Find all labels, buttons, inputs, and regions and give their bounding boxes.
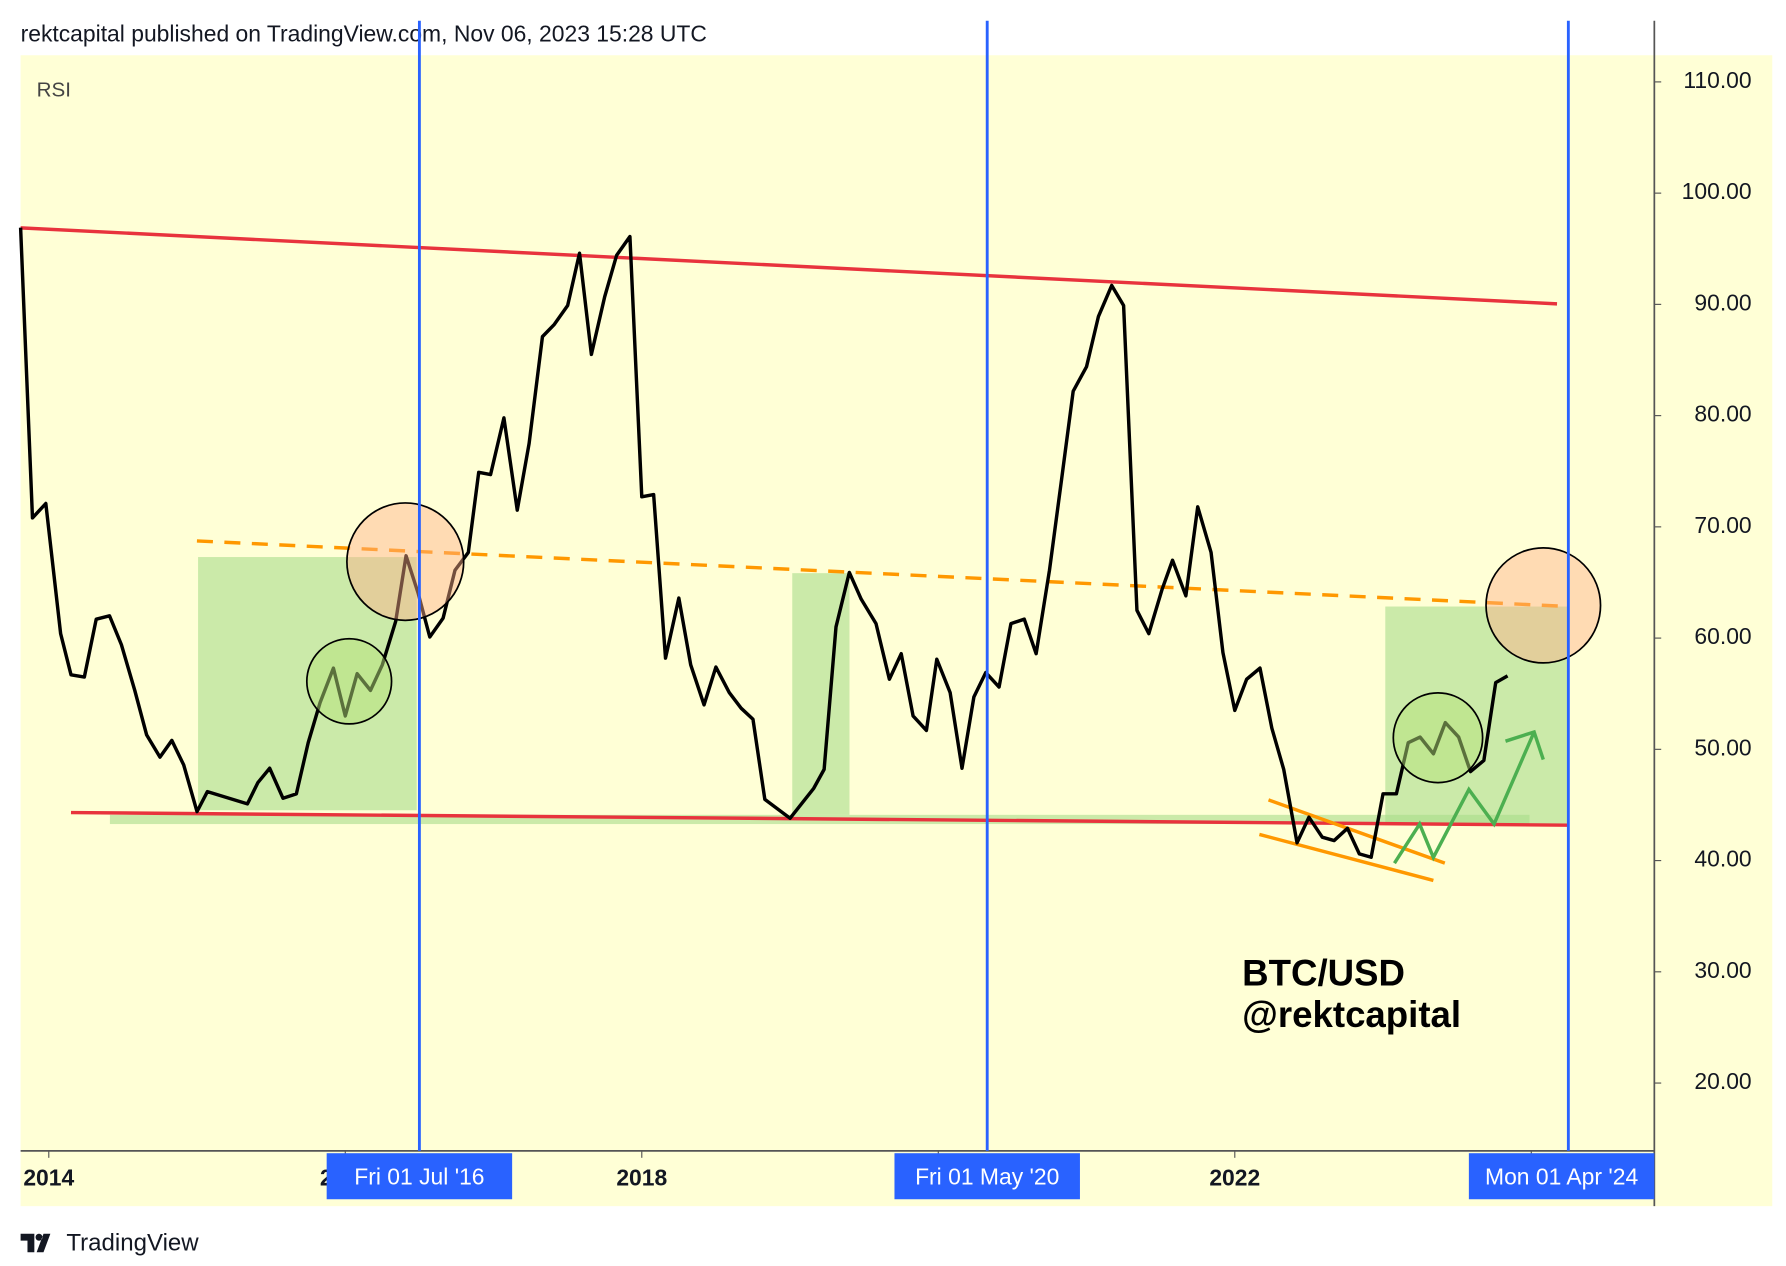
y-tick-label: 50.00 xyxy=(1694,734,1751,760)
wedge-line xyxy=(1258,832,1434,883)
trendline xyxy=(20,226,1558,306)
y-tick-label: 40.00 xyxy=(1694,846,1751,872)
y-tick-label: 90.00 xyxy=(1694,289,1751,315)
y-tick-label: 30.00 xyxy=(1694,957,1751,983)
arrow-head xyxy=(1504,729,1545,761)
y-tick-label: 20.00 xyxy=(1694,1068,1751,1094)
highlight-circle xyxy=(305,637,393,725)
wedge-line xyxy=(1267,798,1446,865)
trendline xyxy=(70,810,1569,827)
x-tick-label: 2014 xyxy=(23,1165,74,1191)
projection-arrow xyxy=(1393,731,1536,865)
x-tick-label: 2018 xyxy=(616,1165,667,1191)
y-tick-label: 70.00 xyxy=(1694,512,1751,538)
highlight-circle xyxy=(346,502,465,622)
logo-icon xyxy=(20,1233,51,1253)
rsi-line xyxy=(18,227,1509,859)
header: rektcapital published on TradingView.com… xyxy=(21,21,707,47)
circles xyxy=(305,502,1602,784)
x-tick-label: 2022 xyxy=(1209,1165,1260,1191)
y-tick-label: 110.00 xyxy=(1683,67,1751,93)
indicator-label: RSI xyxy=(37,78,71,101)
highlight-circle xyxy=(1485,546,1602,664)
date-badge-label: Fri 01 May '20 xyxy=(915,1164,1059,1190)
date-badge-label: Mon 01 Apr '24 xyxy=(1485,1164,1638,1190)
annotation: @rektcapital xyxy=(1242,994,1461,1035)
series-layer xyxy=(18,227,1509,859)
date-badge xyxy=(326,1153,513,1200)
logo-text: TradingView xyxy=(66,1229,199,1256)
highlight-circle xyxy=(1392,691,1484,784)
date-badge xyxy=(894,1153,1080,1200)
trendline xyxy=(196,539,1569,609)
annotation: BTC/USD xyxy=(1242,953,1405,994)
y-tick-label: 100.00 xyxy=(1682,178,1752,204)
logo: TradingView xyxy=(20,1229,199,1257)
date-badge xyxy=(1468,1153,1655,1200)
y-tick-label: 80.00 xyxy=(1694,401,1751,427)
date-badge-label: Fri 01 Jul '16 xyxy=(354,1164,484,1190)
y-tick-label: 60.00 xyxy=(1694,623,1751,649)
